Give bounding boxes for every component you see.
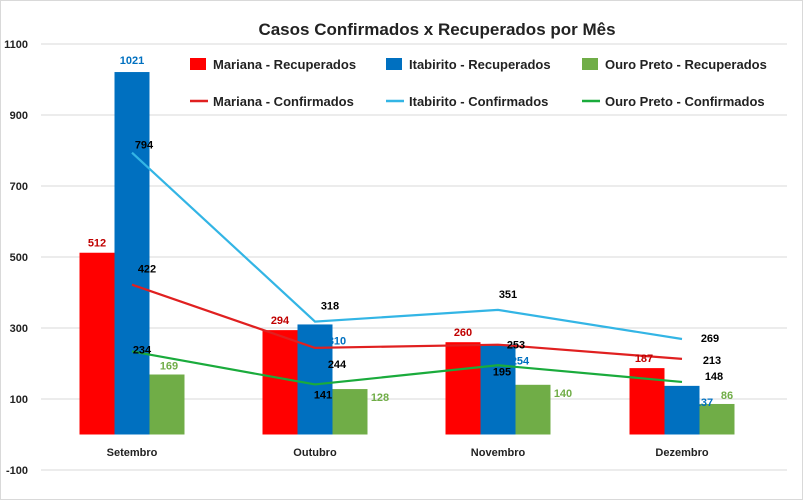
series-line [131, 350, 683, 386]
line-data-label: 234 [133, 344, 152, 356]
y-tick-label: 900 [10, 110, 28, 122]
bar [79, 252, 115, 435]
lines [131, 151, 683, 386]
series-line [131, 151, 683, 341]
x-axis-categories: Setembro Outubro Novembro Dezembro [107, 447, 709, 459]
y-tick-label: 1100 [4, 39, 28, 51]
legend-label: Mariana - Confirmados [213, 94, 354, 109]
data-labels: 512 294 260 187 1021 310 254 137 169 128 140 86 422 2… [88, 55, 733, 409]
legend-label: Ouro Preto - Recuperados [605, 57, 767, 72]
legend-label: Itabirito - Recuperados [409, 57, 551, 72]
line-data-label: 148 [705, 371, 723, 383]
x-category-label: Novembro [471, 447, 526, 459]
bar [114, 72, 150, 435]
bar [149, 374, 185, 435]
bar-data-label: 86 [721, 390, 733, 402]
bar [262, 330, 298, 435]
line-data-label: 351 [499, 289, 517, 301]
line-data-label: 269 [701, 333, 719, 345]
y-tick-label: -100 [6, 465, 28, 477]
y-tick-label: 500 [10, 252, 28, 264]
line-data-label: 422 [138, 264, 156, 276]
y-tick-label: 100 [10, 394, 28, 406]
legend-label: Itabirito - Confirmados [409, 94, 548, 109]
x-category-label: Dezembro [655, 447, 708, 459]
bar-data-label: 254 [511, 355, 530, 367]
y-tick-label: 700 [10, 181, 28, 193]
bar [445, 342, 481, 435]
line-data-label: 253 [507, 340, 525, 352]
bar-data-label: 128 [371, 392, 389, 404]
chart-title: Casos Confirmados x Recuperados por Mês [258, 20, 615, 39]
line-data-label: 244 [328, 359, 347, 371]
bar-data-label: 1021 [120, 55, 144, 67]
line-data-label: 195 [493, 366, 511, 378]
bar [664, 385, 700, 435]
x-category-label: Outubro [293, 447, 337, 459]
line-data-label: 213 [703, 355, 721, 367]
bar-data-label: 169 [160, 361, 178, 373]
legend: Mariana - Recuperados Itabirito - Recuper… [190, 57, 767, 109]
y-axis-ticks: -100 100 300 500 700 900 1100 [4, 39, 28, 477]
bar [515, 384, 551, 435]
bar-data-label: 137 [695, 397, 713, 409]
legend-label: Mariana - Recuperados [213, 57, 356, 72]
bar-data-label: 140 [554, 388, 572, 400]
bars [79, 72, 735, 435]
bar [480, 344, 516, 435]
legend-swatch [386, 58, 402, 70]
bar-data-label: 512 [88, 238, 106, 250]
x-category-label: Setembro [107, 447, 158, 459]
bar-data-label: 187 [635, 353, 653, 365]
y-tick-label: 300 [10, 323, 28, 335]
line-data-label: 318 [321, 301, 339, 313]
bar [699, 403, 735, 435]
legend-label: Ouro Preto - Confirmados [605, 94, 765, 109]
line-data-label: 794 [135, 140, 154, 152]
bar-data-label: 260 [454, 327, 472, 339]
legend-swatch [582, 58, 598, 70]
line-data-label: 141 [314, 389, 332, 401]
bar-data-label: 294 [271, 315, 290, 327]
series-line [131, 283, 683, 360]
bar [332, 389, 368, 435]
bar-data-label: 310 [328, 335, 346, 347]
legend-swatch [190, 58, 206, 70]
